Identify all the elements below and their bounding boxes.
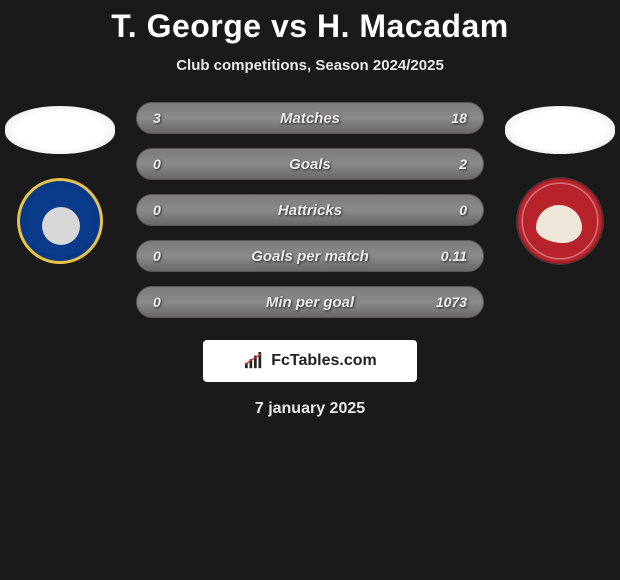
stat-value-left: 0 [153,248,161,264]
stat-label: Goals [137,156,483,173]
stat-value-right: 2 [459,156,467,172]
main-row: 3Matches180Goals20Hattricks00Goals per m… [0,102,620,318]
player2-name: H. Macadam [317,8,509,44]
stat-row: 0Min per goal1073 [136,286,484,318]
stat-label: Goals per match [137,248,483,265]
fctables-logo[interactable]: FcTables.com [203,340,417,382]
stat-value-right: 0.11 [441,248,467,264]
stat-value-left: 0 [153,294,161,310]
subtitle: Club competitions, Season 2024/2025 [0,57,620,74]
comparison-card: T. George vs H. Macadam Club competition… [0,0,620,418]
right-column [500,102,620,264]
page-title: T. George vs H. Macadam [0,8,620,45]
vs-separator: vs [271,8,308,44]
stat-label: Min per goal [137,294,483,311]
date-label: 7 january 2025 [0,400,620,418]
stat-row: 3Matches18 [136,102,484,134]
stat-value-left: 3 [153,110,161,126]
chart-icon [243,352,265,370]
player2-photo [505,106,615,154]
stat-value-left: 0 [153,202,161,218]
stat-row: 0Hattricks0 [136,194,484,226]
stat-label: Matches [137,110,483,127]
stat-label: Hattricks [137,202,483,219]
stat-row: 0Goals2 [136,148,484,180]
stats-column: 3Matches180Goals20Hattricks00Goals per m… [136,102,484,318]
stat-value-right: 0 [459,202,467,218]
player2-club-crest [517,178,603,264]
player1-photo [5,106,115,154]
stat-value-right: 1073 [436,294,467,310]
logo-text: FcTables.com [271,352,377,370]
player1-name: T. George [111,8,261,44]
stat-value-left: 0 [153,156,161,172]
stat-row: 0Goals per match0.11 [136,240,484,272]
stat-value-right: 18 [451,110,467,126]
player1-club-crest [17,178,103,264]
left-column [0,102,120,264]
